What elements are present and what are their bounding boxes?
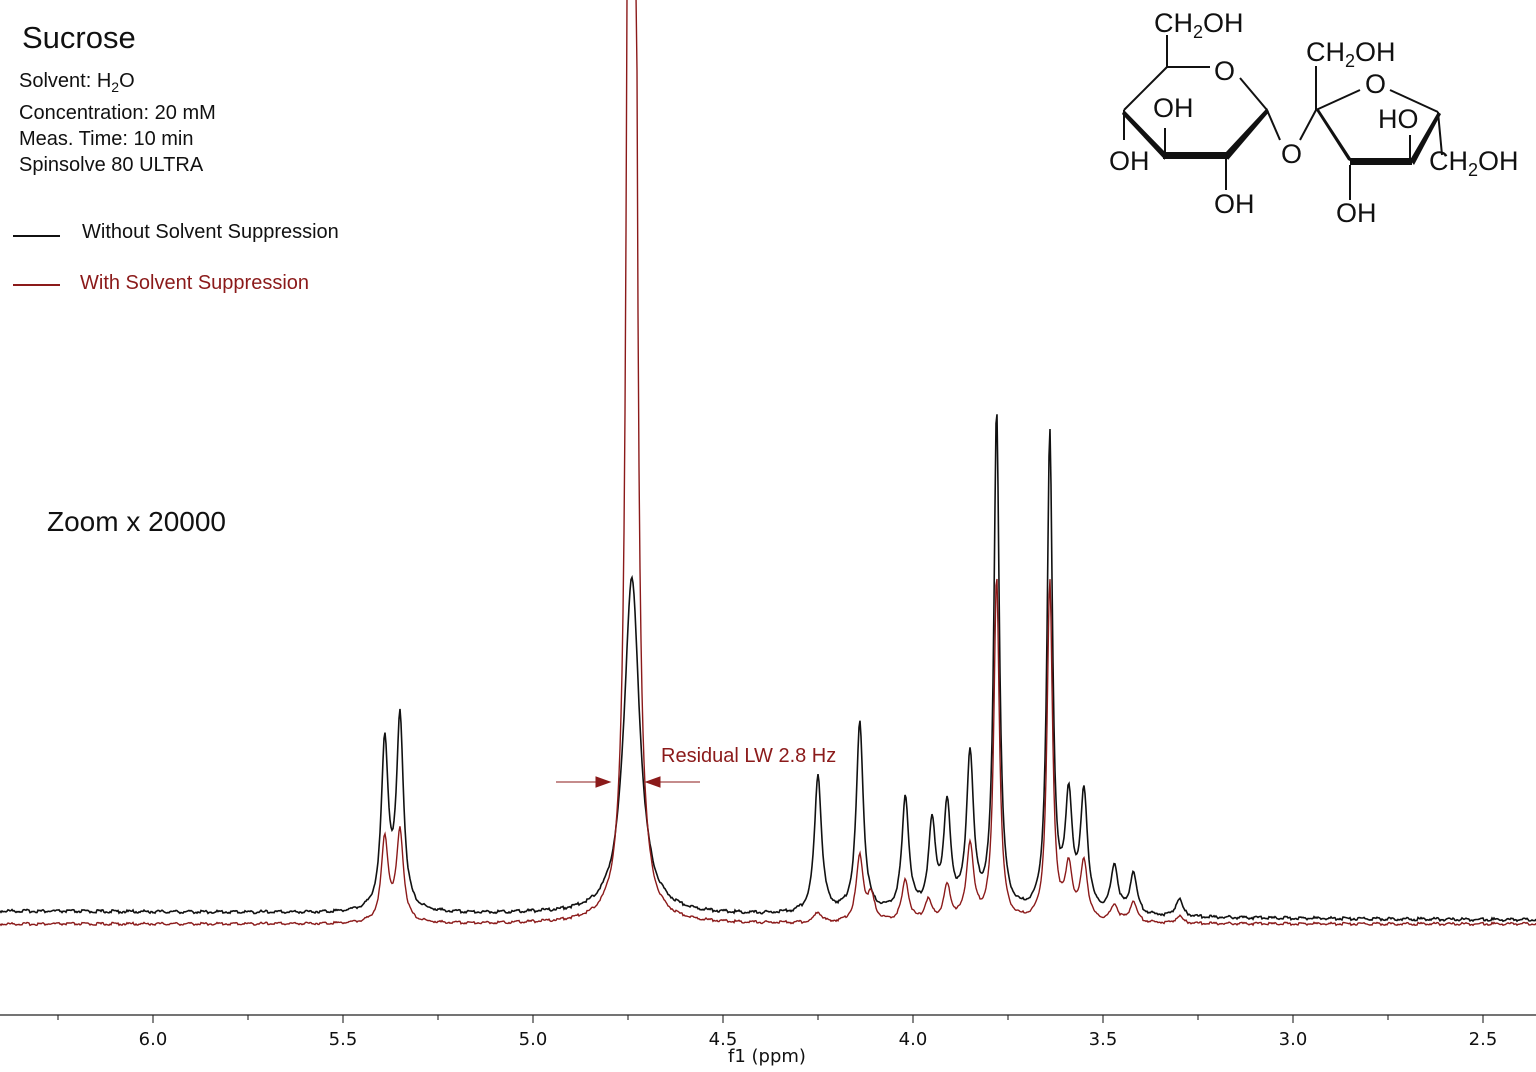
compound-title: Sucrose bbox=[22, 20, 136, 55]
tick-label: 5.0 bbox=[518, 1029, 548, 1050]
svg-text:OH: OH bbox=[1336, 198, 1377, 228]
tick-label: 5.5 bbox=[328, 1029, 358, 1050]
svg-text:CH2OH: CH2OH bbox=[1154, 8, 1244, 42]
sucrose-structure-diagram: CH2OH O OH OH OH O CH2OH O HO CH2OH OH bbox=[1109, 8, 1519, 228]
info-concentration: Concentration: 20 mM bbox=[19, 102, 216, 124]
tick-label: 2.5 bbox=[1468, 1029, 1498, 1050]
legend-swatch-with bbox=[13, 284, 60, 286]
svg-text:O: O bbox=[1365, 69, 1386, 99]
trace-without-suppression bbox=[0, 414, 1536, 923]
linewidth-annotation: Residual LW 2.8 Hz bbox=[661, 745, 837, 767]
legend-label-without: Without Solvent Suppression bbox=[82, 221, 339, 243]
svg-text:CH2OH: CH2OH bbox=[1429, 146, 1519, 180]
svg-text:O: O bbox=[1281, 139, 1302, 169]
experiment-info: Solvent: H2O Concentration: 20 mM Meas. … bbox=[19, 68, 216, 178]
tick-label: 3.5 bbox=[1088, 1029, 1118, 1050]
info-instrument: Spinsolve 80 ULTRA bbox=[19, 154, 204, 176]
trace-with-suppression bbox=[0, 0, 1536, 927]
svg-text:OH: OH bbox=[1153, 93, 1194, 123]
info-meas-time: Meas. Time: 10 min bbox=[19, 128, 194, 150]
svg-text:O: O bbox=[1214, 56, 1235, 86]
tick-label: 4.0 bbox=[898, 1029, 928, 1050]
legend-label-with: With Solvent Suppression bbox=[80, 272, 310, 294]
info-solvent: Solvent: H2O bbox=[19, 70, 135, 95]
tick-label: 4.5 bbox=[708, 1029, 738, 1050]
svg-text:OH: OH bbox=[1214, 189, 1255, 219]
tick-label: 6.0 bbox=[138, 1029, 168, 1050]
svg-text:CH2OH: CH2OH bbox=[1306, 37, 1396, 71]
x-axis-ticks bbox=[57, 1015, 1484, 1023]
zoom-annotation: Zoom x 20000 bbox=[47, 506, 226, 537]
tick-label: 3.0 bbox=[1278, 1029, 1308, 1050]
legend-swatch-without bbox=[13, 235, 60, 237]
x-axis-label: f1 (ppm) bbox=[728, 1046, 806, 1067]
svg-text:OH: OH bbox=[1109, 146, 1150, 176]
linewidth-arrows bbox=[556, 776, 700, 788]
svg-text:HO: HO bbox=[1378, 104, 1419, 134]
